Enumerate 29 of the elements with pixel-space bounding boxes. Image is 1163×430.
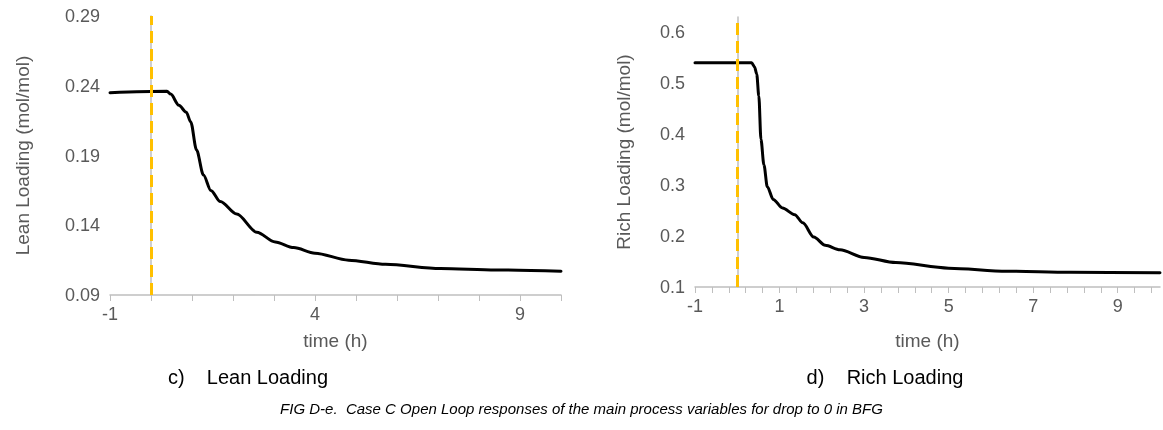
x-tick-label: 4 (309, 304, 321, 324)
x-tick-label: 7 (1028, 296, 1039, 316)
x-tick-label: 3 (859, 296, 870, 316)
y-tick-label: 0.6 (659, 22, 685, 43)
x-tick-label: -1 (101, 304, 119, 324)
line-series (693, 61, 1162, 275)
y-tick-label: 0.5 (659, 73, 685, 94)
x-tick-label: 9 (514, 304, 526, 324)
text: c) Lean Loading (167, 366, 329, 389)
y-tick-label: 0.3 (659, 175, 685, 196)
line-series (108, 89, 563, 273)
y-tick-label: 0.29 (64, 6, 100, 26)
x-tick-label: 9 (1112, 296, 1123, 316)
y-axis-title: Lean Loading (mol/mol) (12, 55, 33, 256)
y-tick-label: 0.09 (64, 285, 100, 305)
y-tick-label: 0.14 (64, 215, 100, 236)
x-tick-label: 5 (943, 296, 954, 316)
x-axis-title: time (h) (303, 330, 368, 351)
text: d) Rich Loading (806, 366, 964, 389)
x-axis-title: time (h) (895, 330, 960, 351)
y-tick-label: 0.1 (659, 277, 685, 297)
x-tick-label: 1 (774, 296, 785, 316)
text: FIG D-e. Case C Open Loop responses of the main process variables for drop to 0 in BFG (279, 400, 884, 417)
y-tick-label: 0.24 (64, 75, 100, 96)
y-tick-label: 0.4 (659, 124, 685, 145)
y-tick-label: 0.19 (64, 145, 100, 166)
x-tick-label: -1 (686, 296, 704, 316)
y-tick-label: 0.2 (659, 226, 685, 247)
y-axis-title: Rich Loading (mol/mol) (613, 54, 634, 250)
